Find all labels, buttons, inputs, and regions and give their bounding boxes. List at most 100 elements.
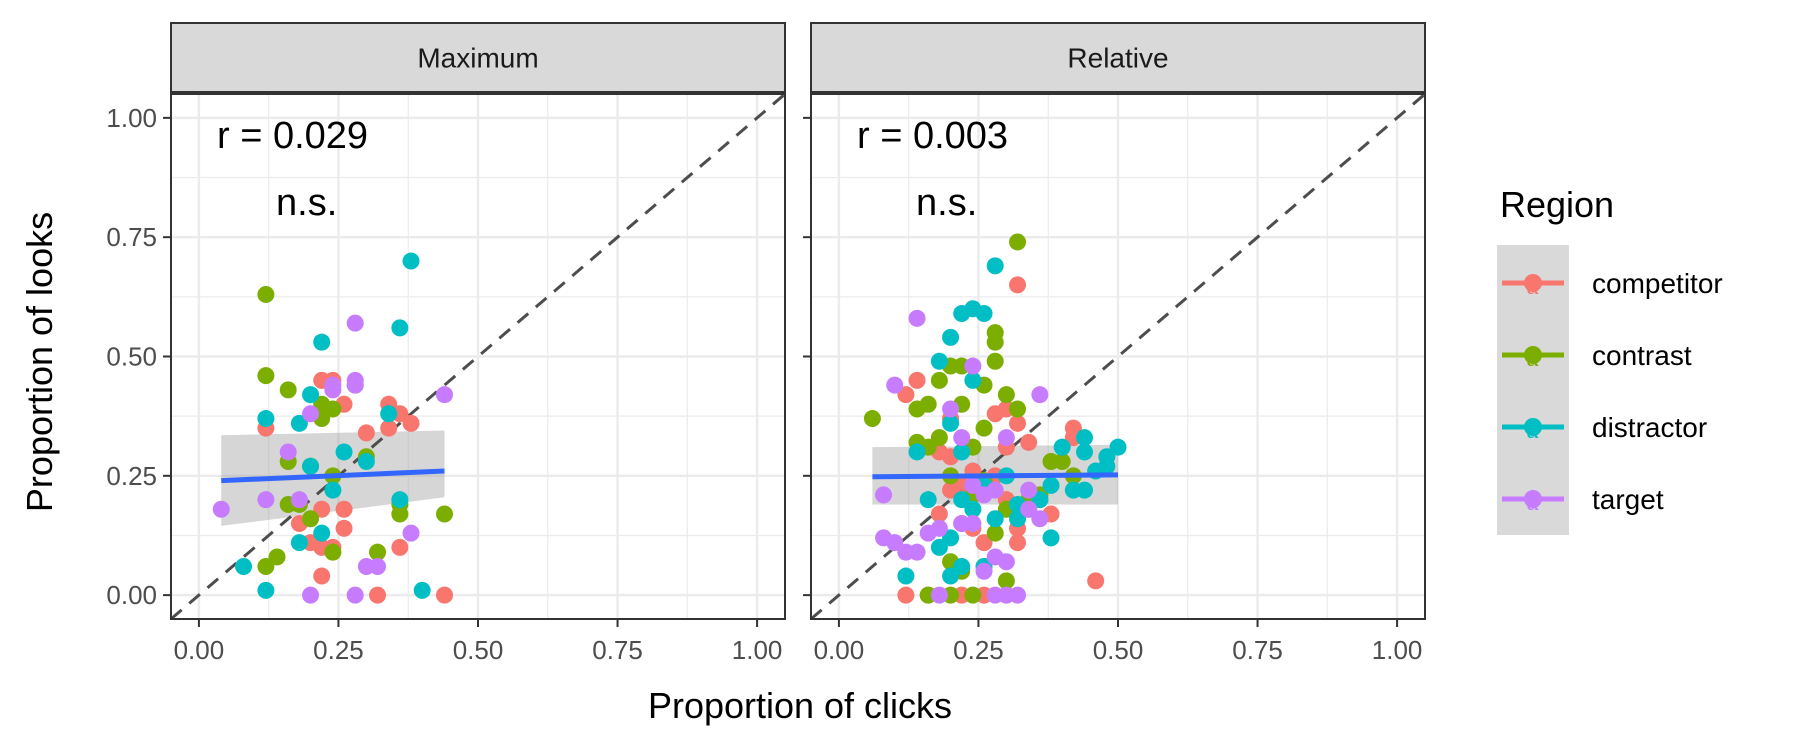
x-tick-label: 0.75 xyxy=(592,635,643,665)
data-point-competitor xyxy=(1009,414,1027,432)
legend-key-point xyxy=(1524,346,1542,364)
data-point-target xyxy=(975,562,993,580)
data-point-contrast xyxy=(863,410,881,428)
data-point-distractor xyxy=(964,371,982,389)
data-point-distractor xyxy=(953,443,971,461)
data-point-distractor xyxy=(897,567,915,585)
x-tick-label: 0.50 xyxy=(1093,635,1144,665)
data-point-distractor xyxy=(257,581,275,599)
data-point-distractor xyxy=(1042,529,1060,547)
data-point-distractor xyxy=(908,443,926,461)
data-point-contrast xyxy=(930,371,948,389)
data-point-target xyxy=(964,515,982,533)
data-point-distractor xyxy=(235,558,253,575)
data-point-target xyxy=(212,500,230,518)
series-distractor xyxy=(235,252,431,599)
data-point-target xyxy=(436,386,454,404)
data-point-contrast xyxy=(964,586,982,604)
data-point-target xyxy=(402,524,420,542)
data-point-target xyxy=(1031,510,1049,528)
data-point-competitor xyxy=(335,519,353,537)
legend-item-competitor: a competitor xyxy=(1502,268,1723,299)
data-point-competitor xyxy=(897,586,915,604)
data-point-competitor xyxy=(335,500,353,518)
data-point-distractor xyxy=(257,410,275,428)
data-point-target xyxy=(997,429,1015,447)
data-point-contrast xyxy=(279,381,297,399)
data-point-contrast xyxy=(930,429,948,447)
data-point-competitor xyxy=(1020,433,1038,451)
panel-maximum: Maximum r = 0.029 n.s. 0.00 0.25 0.50 0.75 1.00… xyxy=(106,22,786,665)
x-tick-label: 0.25 xyxy=(313,635,364,665)
legend-item-contrast: a contrast xyxy=(1502,340,1692,371)
data-point-distractor xyxy=(302,457,320,475)
series-target xyxy=(212,314,454,604)
data-point-distractor xyxy=(953,491,971,509)
data-point-distractor xyxy=(964,500,982,518)
data-point-distractor xyxy=(975,305,993,323)
data-point-contrast xyxy=(324,543,342,561)
y-tick-label: 1.00 xyxy=(106,103,157,133)
data-point-target xyxy=(997,553,1015,571)
data-point-target xyxy=(346,376,364,394)
x-tick-label: 0.50 xyxy=(453,635,504,665)
data-point-distractor xyxy=(1076,429,1094,447)
data-point-competitor xyxy=(313,567,331,585)
strip-label: Relative xyxy=(1067,43,1168,74)
series-target xyxy=(875,309,1049,604)
data-point-contrast xyxy=(1009,400,1027,418)
panel-relative: Relative r = 0.003 n.s. 0.00 0.25 0.50 0.75 1.0… xyxy=(803,22,1426,665)
data-point-distractor xyxy=(302,386,320,404)
legend-key-glyph: a xyxy=(1527,274,1539,299)
data-point-target xyxy=(369,558,387,575)
data-point-target xyxy=(908,543,926,561)
data-point-distractor xyxy=(1031,491,1049,509)
data-point-distractor xyxy=(986,510,1004,528)
strip-label: Maximum xyxy=(417,43,538,74)
data-point-distractor xyxy=(313,524,331,542)
data-point-target xyxy=(908,309,926,327)
data-point-distractor xyxy=(1109,438,1127,456)
data-point-target xyxy=(986,481,1004,499)
legend-key-glyph: a xyxy=(1527,490,1539,515)
significance-annotation: n.s. xyxy=(276,182,337,224)
data-point-target xyxy=(930,586,948,604)
data-point-contrast xyxy=(324,400,342,418)
data-point-distractor xyxy=(290,414,308,432)
fit-line xyxy=(221,468,445,484)
data-point-competitor xyxy=(436,586,454,604)
y-axis-title: Proportion of looks xyxy=(19,212,60,512)
data-point-competitor xyxy=(380,419,398,437)
data-point-contrast xyxy=(391,505,409,523)
legend-item-distractor: a distractor xyxy=(1502,412,1707,443)
legend: Region a competitor a contrast a distractor a t… xyxy=(1497,184,1723,535)
x-tick-label: 1.00 xyxy=(732,635,783,665)
data-point-contrast xyxy=(257,367,275,385)
y-tick-label: 0.75 xyxy=(106,222,157,252)
strip-background xyxy=(810,22,1426,93)
data-point-target xyxy=(279,443,297,461)
strip-background xyxy=(170,22,786,93)
data-point-distractor xyxy=(1098,457,1116,475)
legend-key-point xyxy=(1524,418,1542,436)
data-point-contrast xyxy=(997,386,1015,404)
data-point-competitor xyxy=(391,538,409,556)
data-point-distractor xyxy=(290,534,308,552)
data-point-target xyxy=(346,314,364,332)
data-point-competitor xyxy=(1009,534,1027,552)
data-point-distractor xyxy=(391,491,409,509)
data-point-target xyxy=(886,376,904,394)
data-point-contrast xyxy=(1053,453,1071,470)
data-point-distractor xyxy=(391,319,409,337)
data-point-distractor xyxy=(942,414,960,432)
data-point-contrast xyxy=(369,543,387,561)
x-tick-label: 0.00 xyxy=(174,635,225,665)
x-tick-label: 1.00 xyxy=(1372,635,1423,665)
data-point-competitor xyxy=(897,386,915,404)
reference-line-diagonal xyxy=(170,92,786,621)
data-point-contrast xyxy=(257,558,275,575)
fit-line xyxy=(872,472,1119,480)
data-point-contrast xyxy=(986,524,1004,542)
legend-key-point xyxy=(1524,490,1542,508)
